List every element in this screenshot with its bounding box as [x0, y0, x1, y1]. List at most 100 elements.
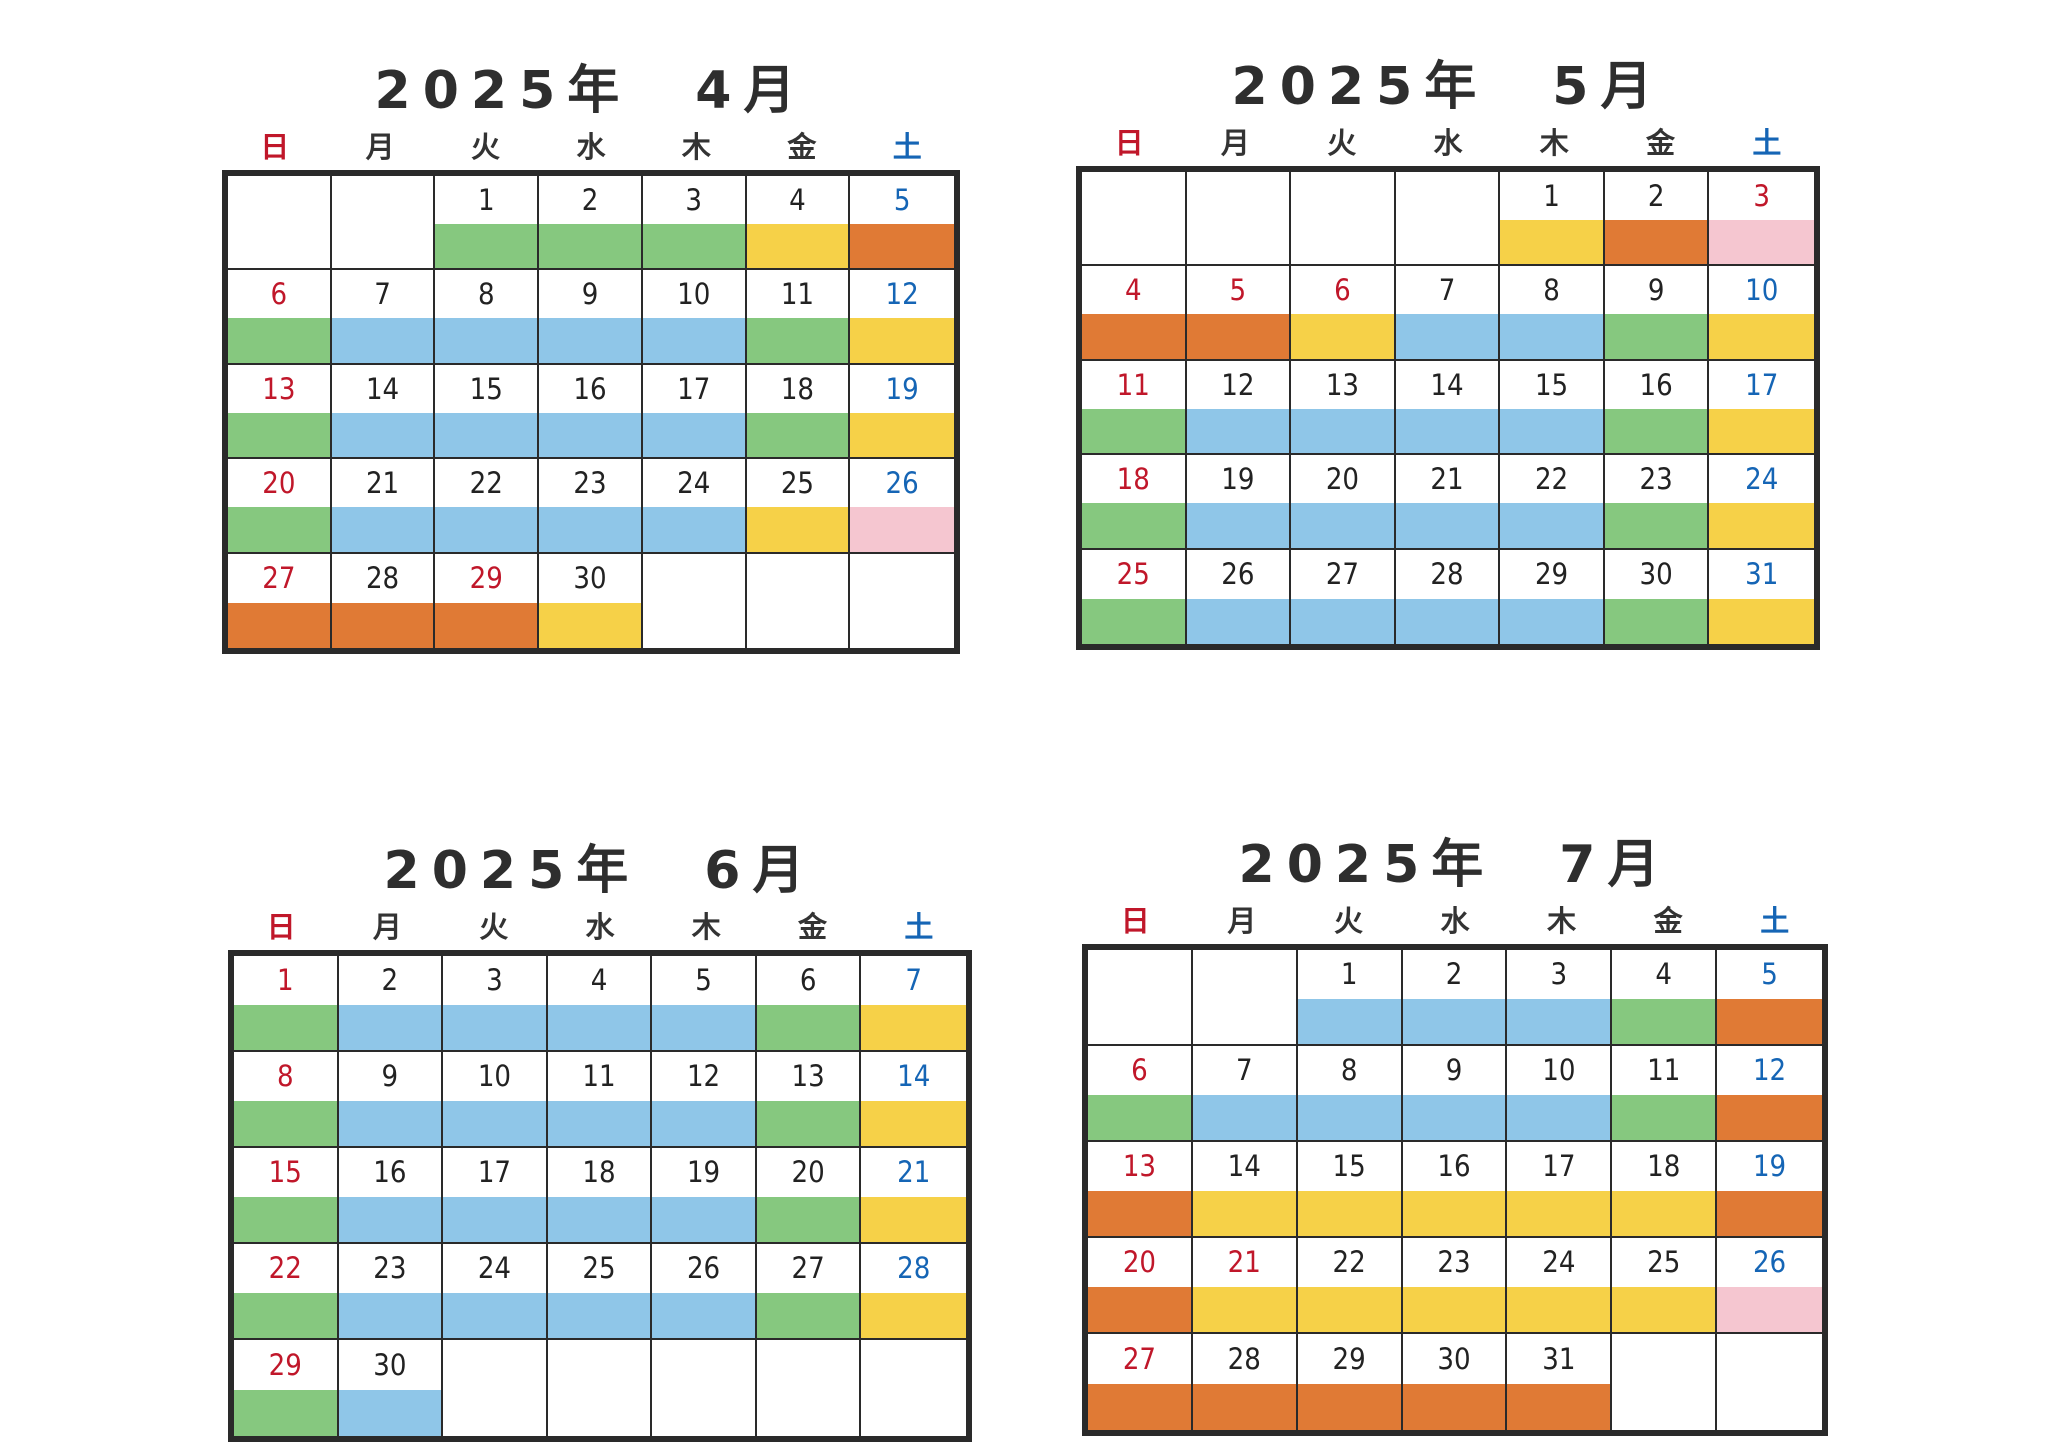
day-number: 7	[905, 963, 922, 998]
schedule-band-empty	[1717, 1384, 1822, 1430]
day-number: 9	[381, 1059, 399, 1094]
day-number: 22	[1534, 462, 1569, 497]
empty-cell	[757, 1340, 862, 1436]
day-number: 1	[1340, 957, 1358, 992]
schedule-band-blue	[331, 318, 434, 363]
day-number: 4	[789, 183, 806, 218]
day-cell: 24	[642, 459, 747, 554]
day-cell: 8	[435, 270, 540, 365]
day-cell: 12	[652, 1052, 757, 1148]
weekday-label: 火	[1327, 126, 1357, 160]
schedule-band-yellow	[1612, 1286, 1716, 1332]
day-cell: 30	[539, 553, 643, 648]
day-number: 6	[270, 277, 288, 312]
day-number: 19	[885, 371, 919, 406]
day-cell: 14	[861, 1052, 966, 1148]
empty-cell	[861, 1340, 966, 1436]
day-cell: 23	[1402, 1238, 1508, 1334]
schedule-band-green	[1082, 503, 1185, 548]
day-number: 10	[477, 1059, 512, 1094]
schedule-band-blue	[1291, 598, 1394, 644]
day-number: 17	[677, 371, 711, 406]
schedule-band-yellow	[850, 412, 954, 458]
day-number: 13	[791, 1059, 825, 1094]
day-number: 30	[373, 1347, 407, 1382]
day-number: 9	[1647, 273, 1665, 308]
weekday-label: 火	[471, 130, 501, 164]
schedule-band-green	[1604, 598, 1708, 644]
schedule-band-blue	[1395, 314, 1499, 359]
day-cell: 21	[331, 459, 436, 554]
weekday-label: 月	[372, 910, 402, 944]
schedule-band-yellow	[1402, 1286, 1506, 1332]
schedule-band-blue	[1291, 503, 1394, 548]
day-number: 8	[1543, 273, 1560, 308]
schedule-band-yellow	[1291, 314, 1394, 359]
day-cell: 3	[642, 176, 747, 271]
day-number: 22	[1332, 1245, 1366, 1280]
schedule-band-green	[756, 1004, 860, 1050]
calendar-may: 2025年 5月 日月火水木金土 1 2 3 4 5 6 7 8 9 10 11 12 13 14 15 16…	[1076, 44, 1820, 650]
day-cell: 18	[746, 364, 851, 460]
day-number: 24	[1542, 1245, 1576, 1280]
schedule-band-yellow	[1402, 1190, 1506, 1236]
day-number: 6	[1334, 273, 1351, 308]
day-cell: 29	[1297, 1334, 1403, 1430]
day-cell: 24	[1507, 1238, 1613, 1334]
day-number	[332, 176, 434, 224]
month-grid: 1 2 3 4 5 6 7 8 9 10 11 12 13 14 15 16 17 18 19 20 21 22 23 24 2…	[222, 170, 960, 654]
day-cell: 2	[1402, 950, 1508, 1046]
day-cell: 6	[228, 270, 332, 365]
day-number: 23	[573, 466, 607, 501]
day-number: 30	[573, 561, 607, 596]
day-cell: 14	[1395, 360, 1501, 456]
day-cell: 16	[1402, 1142, 1508, 1238]
schedule-band-yellow	[1500, 220, 1603, 265]
day-cell: 9	[1402, 1046, 1508, 1142]
day-cell: 3	[443, 956, 548, 1052]
schedule-band-green	[234, 1389, 337, 1436]
day-cell: 28	[331, 553, 436, 648]
day-cell: 15	[1500, 360, 1605, 456]
day-number: 25	[1116, 557, 1150, 592]
schedule-band-yellow	[1297, 1190, 1401, 1236]
day-number: 13	[1122, 1149, 1157, 1184]
day-number: 27	[791, 1251, 825, 1286]
schedule-band-blue	[435, 507, 538, 552]
day-number: 21	[365, 466, 400, 501]
schedule-band-orange	[1717, 1094, 1822, 1140]
day-number	[443, 1340, 546, 1390]
schedule-band-blue	[1186, 408, 1290, 454]
schedule-band-green	[1082, 408, 1185, 454]
schedule-band-orange	[1088, 1190, 1191, 1236]
empty-cell	[1082, 172, 1187, 267]
day-cell: 24	[1709, 455, 1814, 550]
day-number: 20	[262, 466, 296, 501]
schedule-band-orange	[331, 602, 434, 648]
empty-cell	[643, 553, 747, 648]
schedule-band-green	[1604, 503, 1708, 548]
day-cell: 18	[1612, 1142, 1718, 1238]
day-cell: 21	[1395, 455, 1501, 550]
schedule-band-blue	[1402, 998, 1506, 1044]
day-cell: 12	[850, 270, 954, 365]
day-number: 20	[1122, 1245, 1157, 1280]
day-number: 4	[1655, 957, 1673, 992]
weekday-label: 水	[1433, 126, 1463, 160]
day-number: 2	[1445, 957, 1463, 992]
schedule-band-green	[234, 1196, 337, 1242]
day-number: 18	[1116, 462, 1150, 497]
schedule-band-blue	[652, 1292, 755, 1338]
day-number: 29	[469, 561, 503, 596]
day-number: 23	[373, 1251, 407, 1286]
day-number: 21	[1227, 1245, 1261, 1280]
day-cell: 19	[1717, 1142, 1822, 1238]
day-cell: 15	[435, 364, 540, 460]
weekday-label: 月	[1227, 904, 1257, 938]
weekday-label: 土	[1760, 904, 1790, 938]
day-cell: 4	[1612, 950, 1718, 1046]
day-number: 14	[1227, 1149, 1261, 1184]
schedule-band-yellow	[1507, 1190, 1611, 1236]
schedule-band-empty	[643, 603, 745, 648]
schedule-band-blue	[1186, 598, 1290, 644]
